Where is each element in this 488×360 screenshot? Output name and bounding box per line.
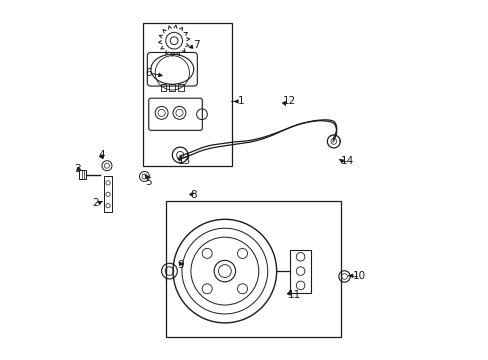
Bar — [142, 23, 231, 166]
Text: 13: 13 — [177, 157, 190, 166]
Text: 2: 2 — [93, 198, 99, 208]
Text: 11: 11 — [287, 290, 300, 300]
Text: 1: 1 — [237, 96, 244, 107]
Text: 3: 3 — [74, 164, 80, 174]
Text: 8: 8 — [190, 190, 197, 200]
Text: 6: 6 — [145, 68, 151, 78]
Text: 10: 10 — [352, 271, 365, 282]
Text: 12: 12 — [283, 96, 296, 107]
Text: 5: 5 — [145, 177, 151, 187]
Text: 7: 7 — [193, 40, 199, 50]
Text: 14: 14 — [340, 157, 353, 166]
Text: 9: 9 — [177, 260, 183, 270]
Bar — [178, 84, 184, 91]
Bar — [290, 250, 310, 293]
Bar — [104, 176, 111, 212]
Bar — [169, 84, 175, 91]
Bar — [160, 84, 166, 91]
Bar — [165, 202, 340, 337]
Text: 4: 4 — [99, 150, 105, 160]
